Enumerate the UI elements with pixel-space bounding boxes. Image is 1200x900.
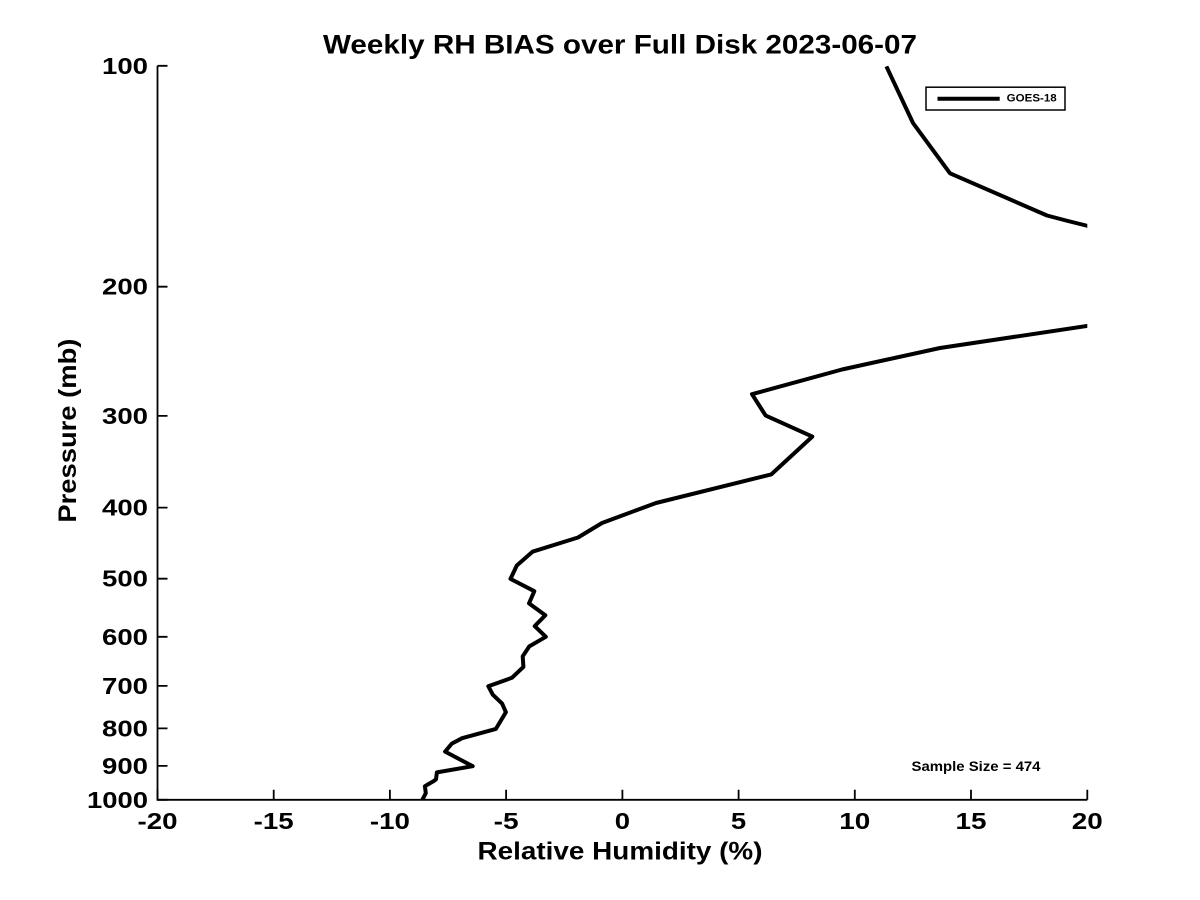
svg-text:-20: -20: [138, 808, 178, 834]
svg-text:0: 0: [615, 808, 630, 834]
svg-text:1000: 1000: [87, 787, 148, 813]
svg-text:Weekly RH BIAS over Full Disk: Weekly RH BIAS over Full Disk 2023-06-07: [323, 30, 917, 60]
svg-text:Relative Humidity (%): Relative Humidity (%): [478, 838, 763, 866]
svg-text:15: 15: [956, 808, 987, 834]
svg-text:200: 200: [102, 274, 148, 300]
svg-text:5: 5: [731, 808, 746, 834]
svg-text:800: 800: [102, 715, 148, 741]
svg-text:100: 100: [102, 53, 148, 79]
svg-text:Pressure (mb): Pressure (mb): [54, 339, 82, 523]
svg-text:900: 900: [102, 753, 148, 779]
svg-text:300: 300: [102, 403, 148, 429]
svg-text:500: 500: [102, 566, 148, 592]
svg-text:20: 20: [1072, 808, 1103, 834]
svg-text:600: 600: [102, 624, 148, 650]
svg-text:Sample Size = 474: Sample Size = 474: [912, 758, 1041, 774]
svg-text:400: 400: [102, 495, 148, 521]
svg-text:-15: -15: [254, 808, 294, 834]
svg-text:700: 700: [102, 673, 148, 699]
svg-text:-10: -10: [370, 808, 410, 834]
svg-text:GOES-18: GOES-18: [1007, 93, 1057, 105]
svg-text:-5: -5: [494, 808, 519, 834]
svg-text:10: 10: [839, 808, 870, 834]
